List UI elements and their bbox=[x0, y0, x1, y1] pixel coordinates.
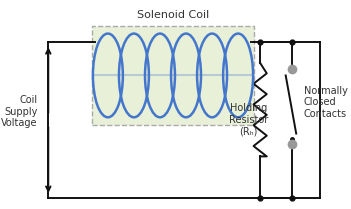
Text: Solenoid Coil: Solenoid Coil bbox=[137, 10, 209, 20]
Text: Holding
Resistor
(Rₕ): Holding Resistor (Rₕ) bbox=[229, 103, 268, 137]
Text: Normally
Closed
Contacts: Normally Closed Contacts bbox=[304, 86, 347, 119]
Text: Coil
Supply
Voltage: Coil Supply Voltage bbox=[1, 95, 38, 128]
FancyBboxPatch shape bbox=[92, 26, 254, 125]
